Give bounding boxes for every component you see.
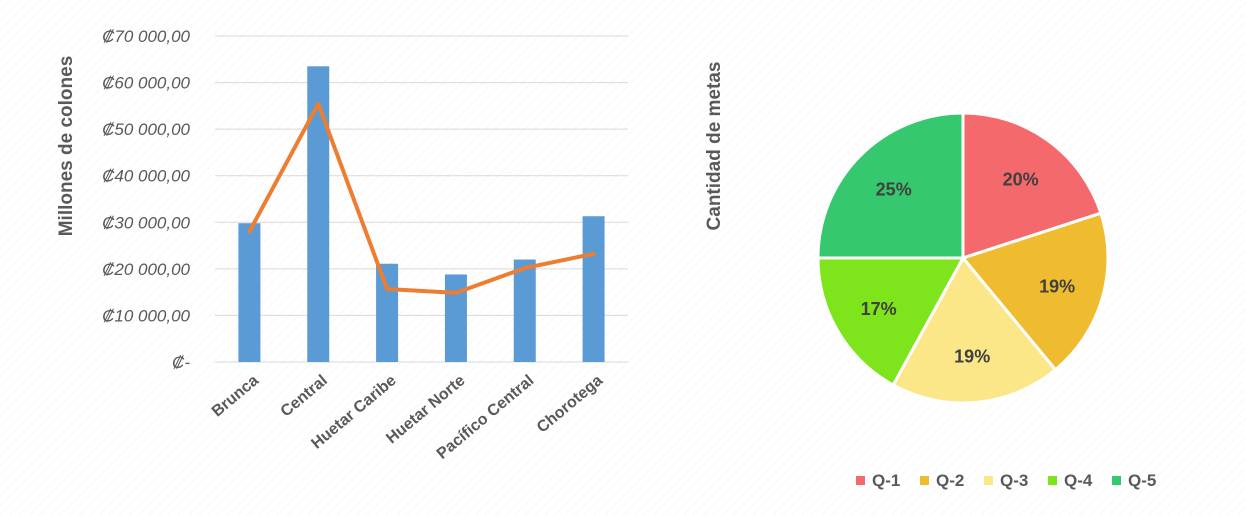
legend-label: Q-1 [872,471,900,490]
bar-series [238,66,605,363]
bar [307,66,330,363]
legend-swatch [984,476,993,485]
legend-swatch [920,476,929,485]
pie-slice-q-2 [960,211,1110,372]
legend-swatch [856,476,865,485]
left-axis-ticks: ₡- ₡10 000,00 ₡20 000,00 ₡30 000,00 ₡40 000,… [102,27,190,372]
pie-value-label: 17% [861,299,897,319]
left-tick-label: ₡10 000,00 [102,306,190,325]
legend-label: Q-3 [1000,471,1028,490]
pie-value-label: 19% [954,347,990,367]
legend-label: Q-2 [936,471,964,490]
legend-label: Q-4 [1064,471,1093,490]
left-tick-label: ₡50 000,00 [102,120,190,139]
pie-value-label: 19% [1039,276,1075,296]
line-series [247,101,596,295]
pie-value-label: 25% [876,180,912,200]
pie-legend: Q-1 Q-2 Q-3 Q-4 Q-5 [856,471,1156,490]
left-axis-title: Millones de colones [56,56,77,237]
bar [376,263,399,362]
x-tick-label: Chorotega [534,372,606,437]
grid-lines [215,35,628,363]
legend-swatch [1112,476,1121,485]
pie-labels: 20% 19% 19% 17% 25% [861,170,1076,367]
legend-label: Q-5 [1128,471,1156,490]
left-tick-label: ₡70 000,00 [102,27,190,46]
right-axis-title-text: Cantidad de metas [704,62,725,231]
left-tick-label: ₡- [172,353,190,372]
pie-slices [816,111,1110,405]
pie-slice-q-3 [891,255,1058,405]
x-tick-label: Brunca [209,372,262,421]
pie-slice-q-1 [961,111,1103,261]
bar [513,259,536,362]
left-tick-label: ₡40 000,00 [102,167,190,186]
left-tick-label: ₡20 000,00 [102,260,190,279]
bar [444,274,467,362]
bar [582,216,605,362]
x-tick-label: Central [278,372,331,420]
pie-slice-q-4 [816,256,966,388]
pie-slice-q-5 [816,111,965,260]
left-tick-label: ₡60 000,00 [102,74,190,93]
bar [238,223,261,362]
legend-swatch [1048,476,1057,485]
left-tick-label: ₡30 000,00 [102,213,190,232]
bar-line-combo-chart: ₡- ₡10 000,00 ₡20 000,00 ₡30 000,00 ₡40 000,… [56,27,628,463]
pie-value-label: 20% [1003,170,1039,190]
